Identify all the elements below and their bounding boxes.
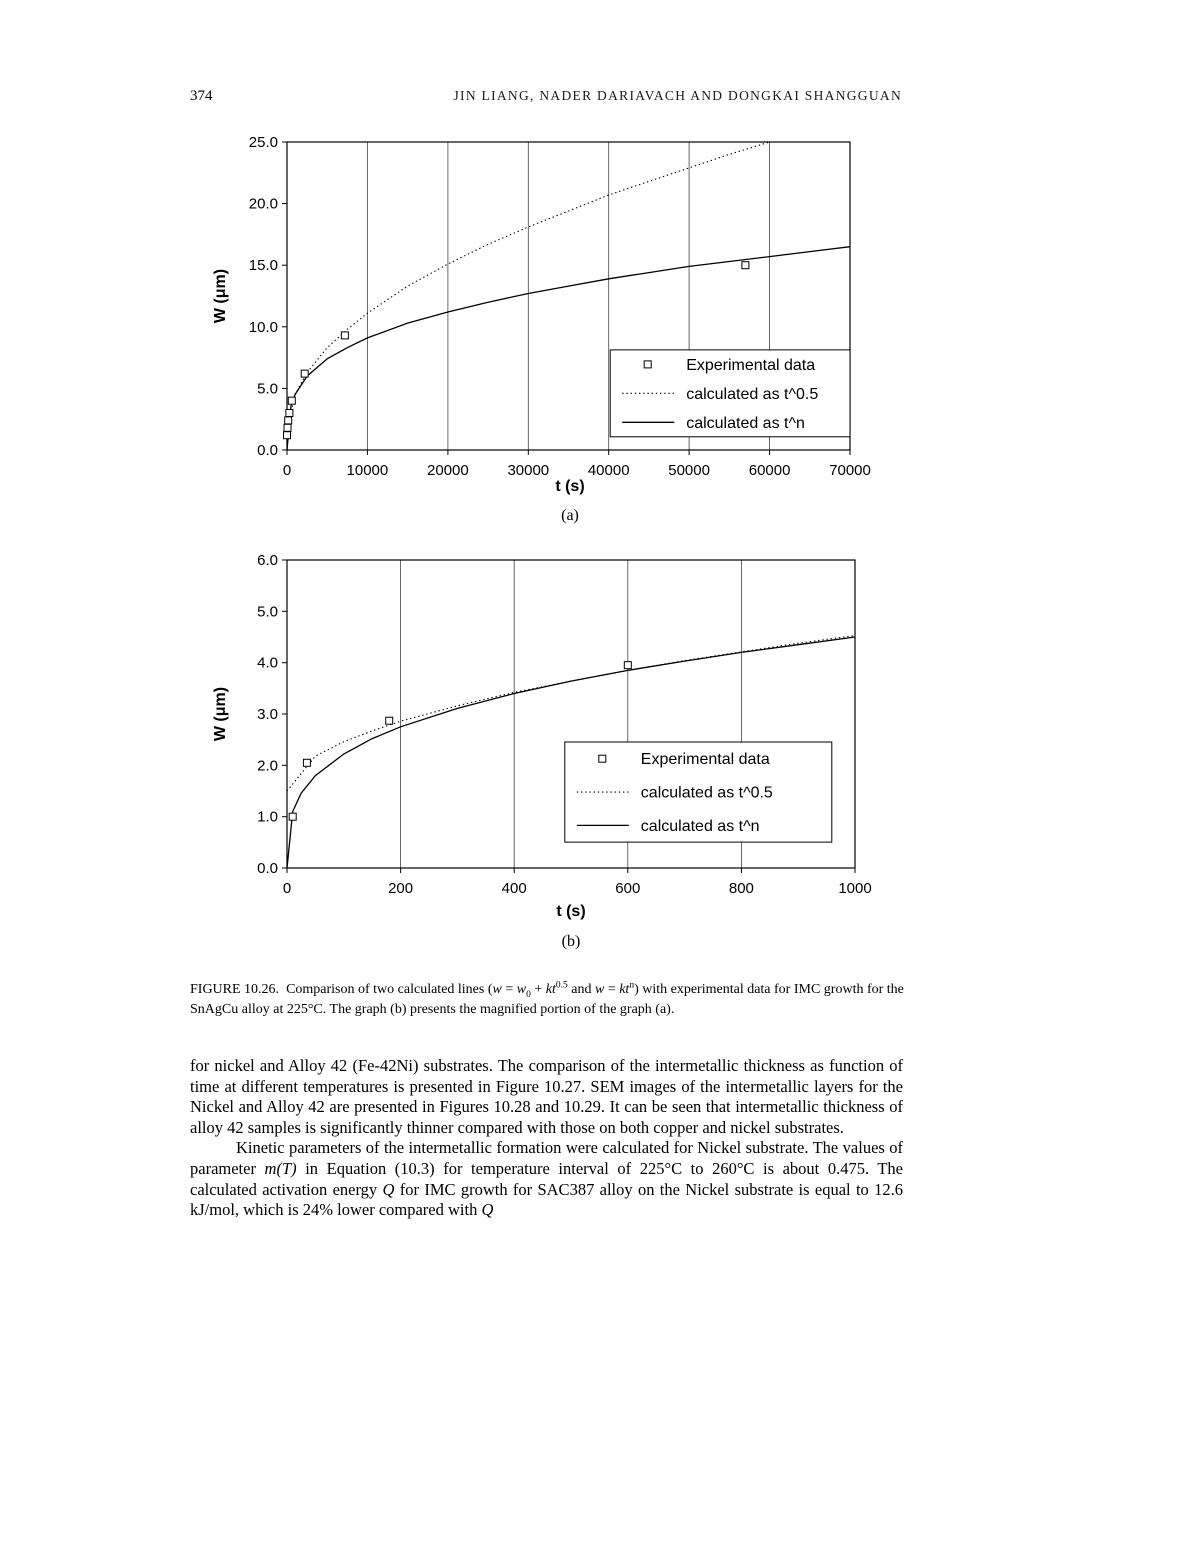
x-tick-label: 20000 bbox=[427, 462, 469, 479]
text-run: for nickel and Alloy 42 (Fe-42Ni) substr… bbox=[190, 1056, 903, 1137]
body-text: for nickel and Alloy 42 (Fe-42Ni) substr… bbox=[190, 1056, 903, 1221]
y-tick-label: 20.0 bbox=[249, 196, 278, 213]
text-run: for IMC growth for SAC387 alloy on the N… bbox=[190, 1179, 903, 1220]
data-point-marker bbox=[283, 431, 291, 440]
y-tick-label: 0.0 bbox=[257, 442, 278, 459]
text-run: n bbox=[629, 980, 635, 991]
x-tick-label: 1000 bbox=[838, 880, 871, 897]
text-run: m(T) bbox=[264, 1158, 297, 1178]
y-tick-label: 10.0 bbox=[249, 319, 278, 336]
series-line-tn bbox=[286, 636, 856, 869]
data-point-marker bbox=[287, 396, 296, 405]
legend-marker-square bbox=[598, 754, 607, 763]
text-run: 0 bbox=[526, 989, 531, 1000]
data-point-marker bbox=[340, 331, 349, 340]
data-point-marker bbox=[283, 423, 292, 432]
plot-border bbox=[286, 141, 851, 451]
x-tick-label: 800 bbox=[729, 880, 754, 897]
y-tick-label: 15.0 bbox=[249, 257, 278, 274]
chart-legend: Experimental data calculated as t^0.5 calc… bbox=[609, 349, 851, 438]
chart-legend: Experimental data calculated as t^0.5 calc… bbox=[564, 741, 833, 843]
text-run: w bbox=[516, 982, 527, 997]
text-run: + bbox=[530, 982, 546, 997]
text-run: w bbox=[594, 982, 605, 997]
series-line-t05 bbox=[286, 141, 770, 432]
x-tick-label: 10000 bbox=[347, 462, 389, 479]
data-point-marker bbox=[285, 409, 294, 417]
series-experimental-points bbox=[283, 261, 750, 440]
text-run: and bbox=[567, 982, 595, 997]
x-tick-label: 0 bbox=[283, 880, 291, 897]
legend-label: calculated as t^0.5 bbox=[641, 785, 773, 802]
text-run: in Equation (10.3) for temperature inter… bbox=[190, 1158, 904, 1199]
chart-b-y-axis-title: W (μm) bbox=[212, 686, 229, 742]
running-head: 374 JIN LIANG, NADER DARIAVACH AND DONGK… bbox=[190, 88, 902, 105]
data-point-marker bbox=[300, 369, 309, 378]
data-point-marker bbox=[284, 416, 293, 425]
chart-a-svg: 0 10000 20000 30000 40000 50000 60000 70000 0.0 5… bbox=[249, 134, 871, 479]
series-line-t05 bbox=[286, 634, 856, 792]
legend-label: calculated as t^n bbox=[641, 818, 760, 835]
y-tick-label: 5.0 bbox=[257, 603, 278, 620]
text-run: w bbox=[492, 982, 502, 997]
y-tick-label: 5.0 bbox=[257, 380, 278, 397]
text-run: Kinetic parameters of the intermetallic … bbox=[190, 1138, 903, 1178]
text-run: = bbox=[501, 982, 517, 997]
text-run: Q bbox=[382, 1179, 395, 1199]
x-tick-label: 200 bbox=[388, 880, 413, 897]
data-point-marker bbox=[385, 716, 394, 725]
data-point-marker bbox=[623, 661, 632, 670]
series-experimental-points bbox=[288, 661, 632, 821]
text-run: ) with experimental data for IMC growth … bbox=[190, 982, 904, 1017]
data-point-marker bbox=[302, 758, 311, 767]
chart-b-svg: 0 200 400 600 800 1000 0.0 1.0 2.0 3.0 4.0 5.0 6.0 Ex… bbox=[257, 552, 872, 897]
y-tick-label: 3.0 bbox=[257, 706, 278, 723]
y-tick-label: 6.0 bbox=[257, 552, 278, 569]
legend-marker-square bbox=[643, 360, 652, 369]
text-run: = bbox=[604, 982, 620, 997]
text-run: FIGURE 10.26. bbox=[190, 982, 280, 997]
paragraph-1: for nickel and Alloy 42 (Fe-42Ni) substr… bbox=[190, 1056, 903, 1138]
legend-label: calculated as t^n bbox=[686, 415, 805, 432]
x-tick-label: 400 bbox=[502, 880, 527, 897]
y-tick-label: 0.0 bbox=[257, 860, 278, 877]
y-tick-label: 4.0 bbox=[257, 655, 278, 672]
x-tick-label: 50000 bbox=[668, 462, 710, 479]
text-run: Q bbox=[481, 1200, 494, 1220]
x-tick-label: 70000 bbox=[829, 462, 871, 479]
data-point-marker bbox=[288, 812, 297, 821]
text-run: 0.5 bbox=[555, 980, 568, 991]
text-run: kt bbox=[545, 982, 556, 997]
paragraph-2: Kinetic parameters of the intermetallic … bbox=[190, 1138, 903, 1220]
text-run: Comparison of two calculated lines ( bbox=[279, 982, 493, 997]
data-point-marker bbox=[741, 261, 750, 270]
y-tick-label: 25.0 bbox=[249, 134, 278, 151]
legend-label: Experimental data bbox=[641, 751, 770, 768]
x-tick-label: 0 bbox=[283, 462, 291, 479]
y-tick-label: 1.0 bbox=[257, 809, 278, 826]
chart-b-sublabel: (b) bbox=[561, 933, 581, 950]
legend-label: calculated as t^0.5 bbox=[686, 386, 818, 403]
chart-a-x-axis-title: t (s) bbox=[555, 478, 585, 495]
x-tick-label: 600 bbox=[615, 880, 640, 897]
x-tick-label: 30000 bbox=[507, 462, 549, 479]
x-tick-label: 60000 bbox=[749, 462, 791, 479]
chart-b: 0 200 400 600 800 1000 0.0 1.0 2.0 3.0 4.0 5.0 6.0 Ex… bbox=[239, 552, 899, 909]
running-title: JIN LIANG, NADER DARIAVACH AND DONGKAI S… bbox=[453, 88, 902, 103]
figure-caption: FIGURE 10.26. Comparison of two calculat… bbox=[190, 980, 908, 1019]
page-number: 374 bbox=[190, 88, 213, 104]
y-tick-label: 2.0 bbox=[257, 757, 278, 774]
legend-label: Experimental data bbox=[686, 357, 815, 374]
chart-a-y-axis-title: W (μm) bbox=[212, 268, 229, 324]
text-run: kt bbox=[619, 982, 630, 997]
chart-b-x-axis-title: t (s) bbox=[556, 903, 586, 920]
x-tick-label: 40000 bbox=[588, 462, 630, 479]
chart-a-sublabel: (a) bbox=[561, 507, 579, 524]
chart-a: 0 10000 20000 30000 40000 50000 60000 70000 0.0 5… bbox=[239, 134, 899, 491]
